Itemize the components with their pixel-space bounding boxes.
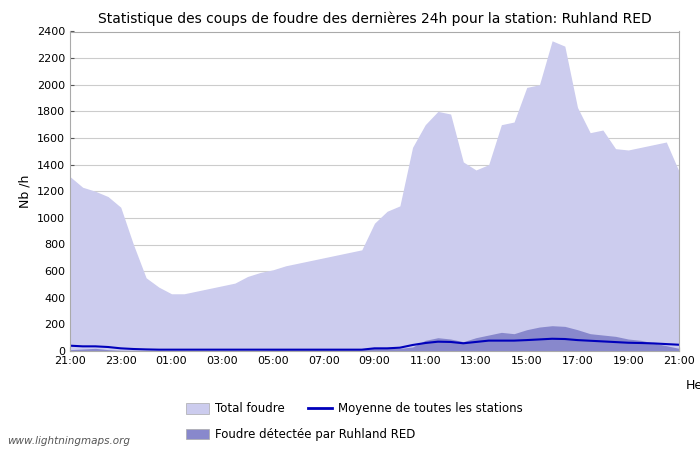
Text: www.lightningmaps.org: www.lightningmaps.org (7, 436, 130, 446)
Legend: Foudre détectée par Ruhland RED: Foudre détectée par Ruhland RED (186, 428, 415, 441)
Title: Statistique des coups de foudre des dernières 24h pour la station: Ruhland RED: Statistique des coups de foudre des dern… (97, 12, 652, 26)
Text: Heure: Heure (686, 379, 700, 392)
Y-axis label: Nb /h: Nb /h (18, 175, 32, 208)
